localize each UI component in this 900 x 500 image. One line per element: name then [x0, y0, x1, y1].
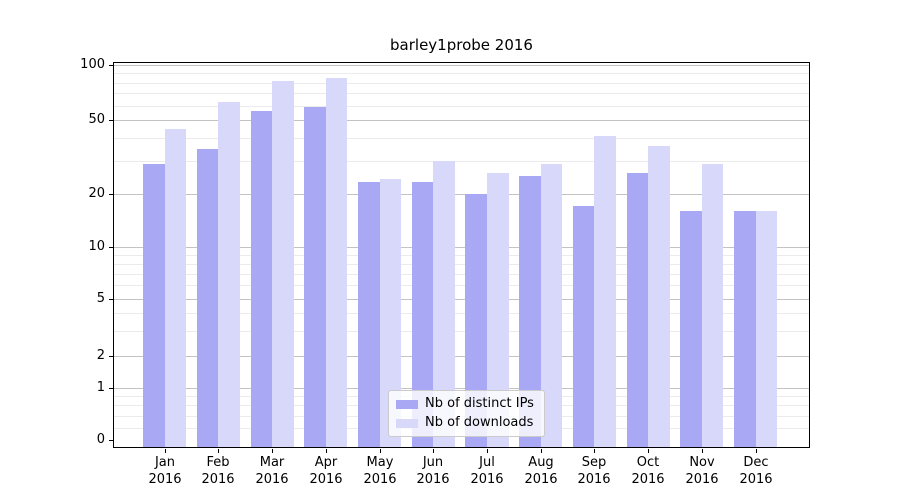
y-tick-label: 5	[96, 291, 105, 306]
legend-swatch-downloads	[396, 418, 418, 428]
x-tick-mark	[272, 449, 273, 453]
bar-downloads-dec	[755, 210, 778, 447]
x-tick-label: Dec 2016	[739, 455, 773, 487]
x-tick-label: Oct 2016	[631, 455, 665, 487]
y-tick-label: 20	[88, 186, 105, 201]
bar-distinct-ips-feb	[196, 148, 219, 447]
y-tick-label: 0	[96, 432, 105, 447]
x-tick-mark	[702, 449, 703, 453]
gridline-minor	[114, 330, 809, 332]
bar-downloads-aug	[540, 163, 563, 447]
bar-downloads-jan	[164, 128, 187, 447]
gridline-minor	[114, 254, 809, 256]
gridline-minor	[114, 160, 809, 162]
gridline-major	[114, 247, 809, 248]
gridline-major	[114, 65, 809, 66]
y-tick-mark	[109, 356, 113, 357]
bar-downloads-may	[379, 178, 402, 447]
gridline-minor	[114, 93, 809, 95]
y-tick-mark	[109, 120, 113, 121]
gridline-minor	[114, 137, 809, 139]
x-tick-mark	[594, 449, 595, 453]
x-tick-mark	[433, 449, 434, 453]
gridline-minor	[114, 263, 809, 265]
gridline-minor	[114, 285, 809, 287]
x-tick-label: Nov 2016	[685, 455, 719, 487]
bar-downloads-apr	[325, 77, 348, 447]
x-tick-label: Mar 2016	[255, 455, 289, 487]
bar-downloads-nov	[701, 163, 724, 447]
bar-downloads-feb	[218, 101, 240, 447]
x-tick-mark	[218, 449, 219, 453]
gridline-minor	[114, 105, 809, 107]
x-tick-mark	[326, 449, 327, 453]
y-tick-mark	[109, 388, 113, 389]
bar-distinct-ips-apr	[304, 106, 326, 447]
bar-distinct-ips-oct	[626, 172, 649, 447]
x-tick-mark	[648, 449, 649, 453]
gridline-major	[114, 387, 809, 389]
x-tick-mark	[487, 449, 488, 453]
bar-distinct-ips-nov	[680, 210, 702, 447]
bar-distinct-ips-jan	[143, 163, 165, 447]
legend-entry-distinct-ips: Nb of distinct IPs	[396, 396, 536, 412]
gridline-minor	[114, 73, 809, 75]
x-tick-label: Jun 2016	[416, 455, 450, 487]
y-tick-mark	[109, 65, 113, 66]
y-tick-label: 2	[96, 348, 105, 363]
gridline-major	[114, 299, 809, 300]
y-tick-label: 100	[80, 57, 105, 72]
x-tick-label: Feb 2016	[201, 455, 235, 487]
bar-downloads-mar	[272, 80, 294, 447]
y-tick-mark	[109, 440, 113, 441]
bar-downloads-oct	[648, 146, 670, 447]
gridline-minor	[114, 273, 809, 275]
y-tick-label: 10	[88, 239, 105, 254]
plot-area: Nb of distinct IPs Nb of downloads	[113, 62, 810, 448]
bar-downloads-jun	[433, 161, 455, 447]
legend-swatch-distinct-ips	[396, 399, 418, 409]
y-tick-mark	[109, 247, 113, 248]
gridline-minor	[114, 82, 809, 84]
gridline-minor	[114, 312, 809, 314]
legend: Nb of distinct IPs Nb of downloads	[388, 390, 545, 437]
y-tick-mark	[109, 194, 113, 195]
x-tick-mark	[756, 449, 757, 453]
x-tick-mark	[541, 449, 542, 453]
bar-distinct-ips-sep	[572, 206, 595, 447]
bar-downloads-sep	[594, 135, 616, 447]
x-tick-label: Sep 2016	[577, 455, 611, 487]
x-tick-label: Aug 2016	[524, 455, 558, 487]
x-tick-label: May 2016	[363, 455, 397, 487]
x-tick-label: Apr 2016	[309, 455, 343, 487]
x-tick-label: Jan 2016	[148, 455, 182, 487]
gridline-major	[114, 193, 809, 195]
x-tick-mark	[165, 449, 166, 453]
bar-distinct-ips-may	[358, 182, 380, 447]
legend-entry-downloads: Nb of downloads	[396, 415, 536, 431]
x-tick-mark	[380, 449, 381, 453]
bar-distinct-ips-aug	[519, 175, 541, 447]
chart-title: barley1probe 2016	[390, 36, 533, 54]
y-tick-label: 1	[96, 380, 105, 395]
gridline-major	[114, 120, 809, 121]
legend-label-distinct-ips: Nb of distinct IPs	[425, 396, 534, 411]
bar-downloads-jul	[487, 172, 509, 447]
bar-distinct-ips-jul	[465, 193, 487, 447]
bar-distinct-ips-dec	[734, 210, 756, 447]
x-tick-label: Jul 2016	[470, 455, 504, 487]
bar-distinct-ips-mar	[250, 111, 273, 447]
legend-label-downloads: Nb of downloads	[425, 415, 534, 430]
gridline-major	[114, 356, 809, 357]
bar-distinct-ips-jun	[411, 182, 434, 447]
y-tick-mark	[109, 299, 113, 300]
y-tick-label: 50	[88, 112, 105, 127]
